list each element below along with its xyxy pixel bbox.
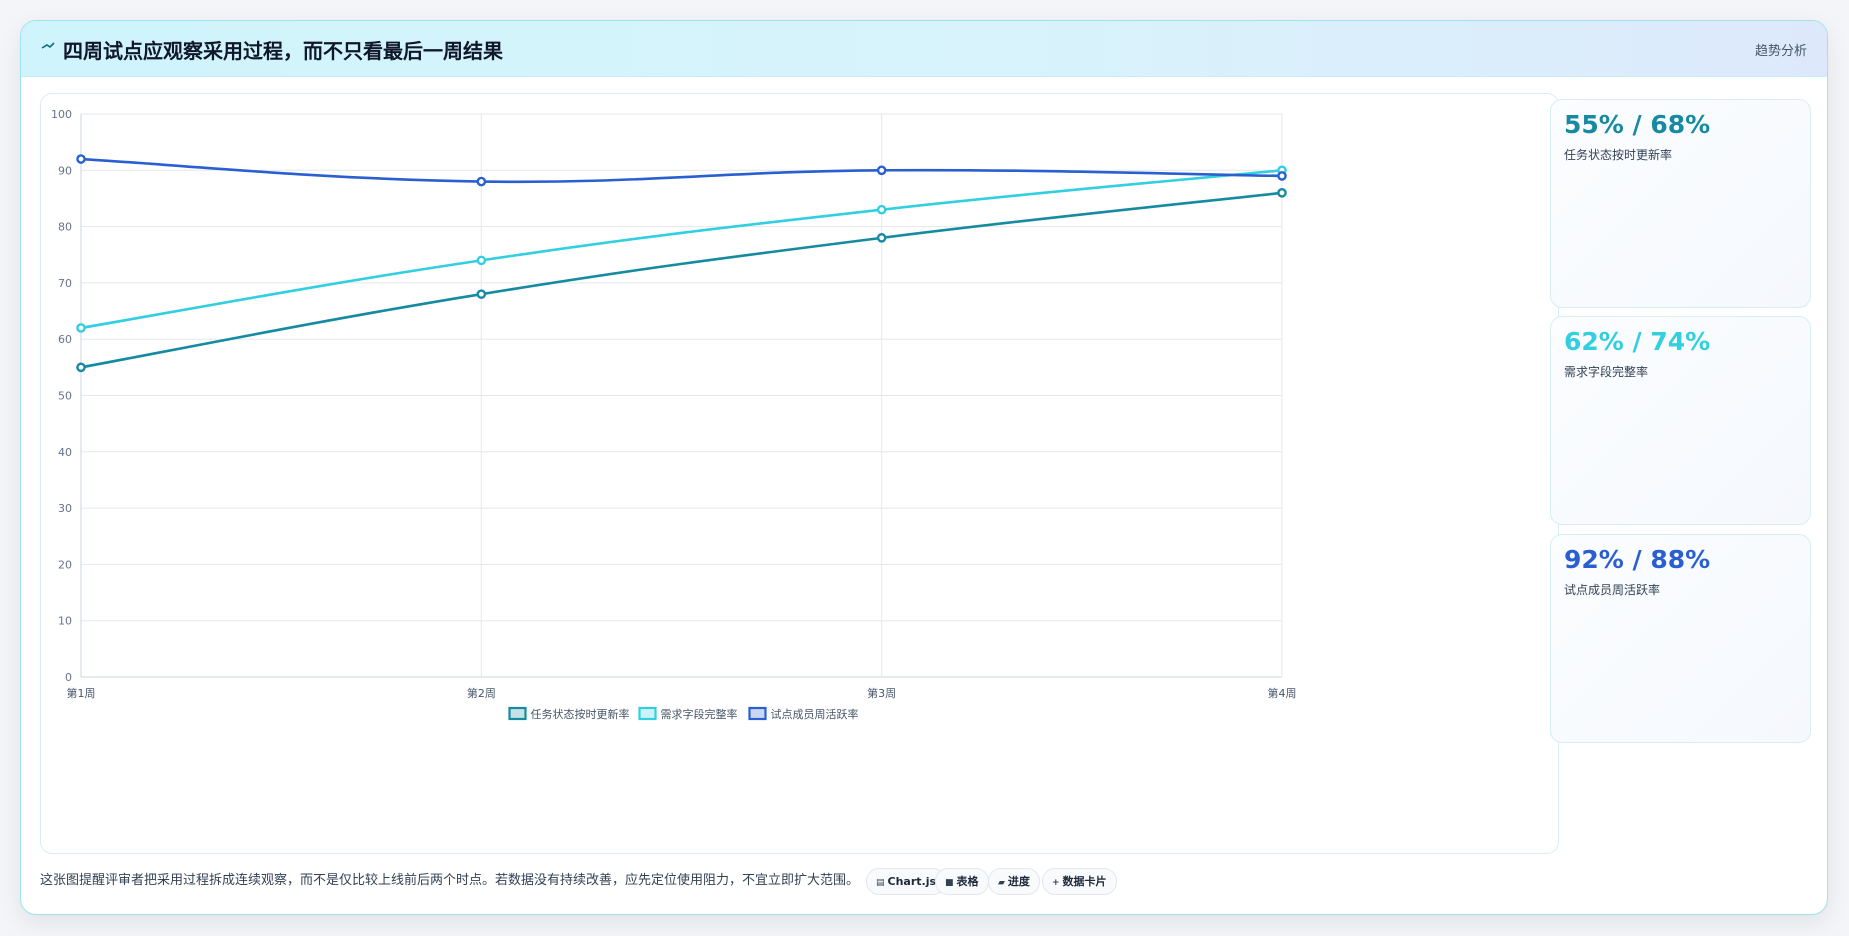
stat-label: 试点成员周活跃率	[1564, 583, 1661, 597]
x-tick-label: 第2周	[467, 686, 496, 700]
data-point	[476, 176, 487, 187]
data-point	[1277, 188, 1287, 198]
y-tick-label: 90	[58, 164, 72, 177]
table-icon: ■	[945, 878, 954, 888]
progress-icon: ▰	[998, 878, 1005, 888]
x-tick-label: 第1周	[67, 686, 96, 700]
pill-table[interactable]: ■ 表格	[935, 868, 989, 895]
legend-swatch	[508, 706, 527, 721]
y-tick-label: 10	[58, 615, 72, 628]
legend-label: 需求字段完整率	[661, 707, 738, 721]
data-point	[76, 362, 86, 373]
dashboard-card: 四周试点应观察采用过程，而不只看最后一周结果 趋势分析 0 10 20 30 40 50 6…	[20, 20, 1828, 915]
data-point	[1277, 171, 1287, 181]
chart-icon: ▤	[876, 878, 885, 888]
stat-value: 55% / 68%	[1564, 110, 1711, 139]
card-icon: +	[1052, 878, 1060, 888]
legend-swatch	[748, 706, 767, 721]
chart-panel: 0 10 20 30 40 50 60 70 80 90 100 第1周 第2周 第3周 第4周任务状态按时…	[40, 93, 1559, 854]
data-point	[876, 204, 887, 215]
series-line	[80, 157, 1283, 184]
data-point	[876, 165, 887, 176]
data-point	[476, 289, 487, 299]
y-tick-label: 20	[58, 558, 72, 571]
stat-card-completeness-rate: 62% / 74% 需求字段完整率	[1550, 316, 1811, 525]
card-header: 四周试点应观察采用过程，而不只看最后一周结果 趋势分析	[21, 21, 1827, 77]
pill-data-card[interactable]: + 数据卡片	[1042, 868, 1117, 895]
y-tick-label: 80	[58, 221, 72, 234]
data-point	[876, 233, 887, 243]
pill-progress[interactable]: ▰ 进度	[988, 868, 1040, 895]
section-tag: 趋势分析	[1754, 44, 1807, 59]
y-tick-label: 70	[58, 277, 72, 290]
legend-swatch	[638, 706, 657, 721]
y-tick-label: 30	[58, 502, 72, 515]
y-tick-label: 50	[58, 390, 72, 403]
pill-chartjs[interactable]: ▤ Chart.js	[866, 868, 947, 895]
data-point	[76, 154, 86, 164]
data-point	[76, 323, 86, 333]
y-tick-label: 40	[58, 446, 72, 459]
stat-value: 62% / 74%	[1564, 327, 1711, 356]
stat-card-update-rate: 55% / 68% 任务状态按时更新率	[1550, 99, 1811, 308]
y-tick-label: 60	[58, 333, 72, 346]
series-line	[80, 191, 1283, 369]
y-tick-label: 100	[51, 108, 72, 121]
page-title: 四周试点应观察采用过程，而不只看最后一周结果	[63, 39, 503, 63]
footer-note: 这张图提醒评审者把采用过程拆成连续观察，而不是仅比较上线前后两个时点。若数据没有…	[40, 873, 860, 888]
x-tick-label: 第4周	[1268, 686, 1297, 700]
line-chart: 0 10 20 30 40 50 60 70 80 90 100 第1周 第2周 第3周 第4周任务状态按时…	[51, 108, 1297, 721]
stat-value: 92% / 88%	[1564, 545, 1711, 574]
legend-label: 试点成员周活跃率	[771, 707, 859, 721]
stat-label: 任务状态按时更新率	[1564, 148, 1673, 162]
stat-card-active-rate: 92% / 88% 试点成员周活跃率	[1550, 534, 1811, 743]
y-tick-label: 0	[65, 671, 72, 684]
stat-label: 需求字段完整率	[1564, 365, 1649, 379]
x-tick-label: 第3周	[867, 686, 896, 700]
trend-line-icon	[41, 39, 57, 55]
series-line	[80, 169, 1283, 330]
data-point	[476, 255, 487, 266]
legend-label: 任务状态按时更新率	[531, 707, 630, 721]
